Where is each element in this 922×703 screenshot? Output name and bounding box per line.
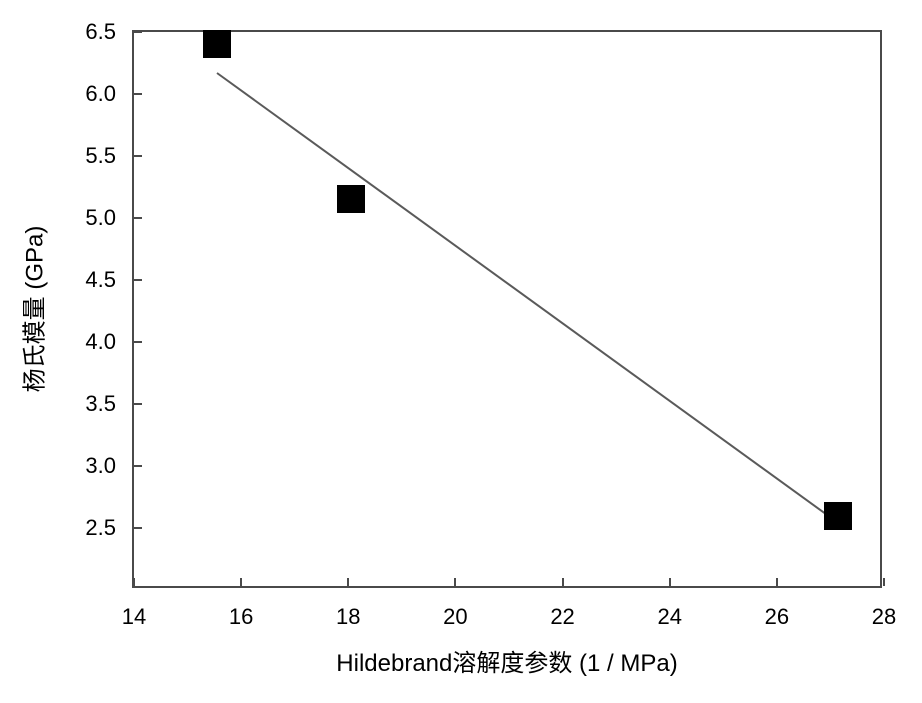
y-tick xyxy=(134,341,142,343)
x-tick xyxy=(562,578,564,586)
y-tick xyxy=(134,155,142,157)
x-tick-label: 14 xyxy=(122,604,146,630)
x-tick-label: 18 xyxy=(336,604,360,630)
data-point xyxy=(824,502,852,530)
y-tick xyxy=(134,403,142,405)
regression-line xyxy=(216,72,839,524)
y-tick-label: 5.0 xyxy=(85,205,116,231)
x-tick-label: 16 xyxy=(229,604,253,630)
x-tick xyxy=(776,578,778,586)
y-axis-label: 杨氏模量 (GPa) xyxy=(15,226,50,393)
y-tick-label: 6.5 xyxy=(85,19,116,45)
y-tick-label: 5.5 xyxy=(85,143,116,169)
y-tick xyxy=(134,527,142,529)
y-tick xyxy=(134,217,142,219)
x-axis-label: Hildebrand溶解度参数 (1 / MPa) xyxy=(336,643,677,678)
plot-area: 14161820222426282.53.03.54.04.55.05.56.0… xyxy=(132,30,882,588)
y-tick xyxy=(134,279,142,281)
y-tick-label: 6.0 xyxy=(85,81,116,107)
y-tick xyxy=(134,31,142,33)
data-point xyxy=(337,185,365,213)
x-tick xyxy=(883,578,885,586)
x-tick xyxy=(454,578,456,586)
data-point xyxy=(203,30,231,58)
y-tick-label: 4.0 xyxy=(85,329,116,355)
y-tick-label: 3.5 xyxy=(85,391,116,417)
y-tick-label: 3.0 xyxy=(85,453,116,479)
x-tick xyxy=(347,578,349,586)
chart-container: 14 16 18 20 22 24 26 28 2.5 3.0 3.5 4.0 4.5 5.0 5.5 6.0… xyxy=(0,0,922,703)
x-tick xyxy=(669,578,671,586)
x-tick xyxy=(133,578,135,586)
y-tick-label: 2.5 xyxy=(85,515,116,541)
x-tick-label: 24 xyxy=(657,604,681,630)
x-tick-label: 28 xyxy=(872,604,896,630)
x-tick-label: 26 xyxy=(765,604,789,630)
x-tick-label: 22 xyxy=(550,604,574,630)
y-tick xyxy=(134,93,142,95)
y-tick-label: 4.5 xyxy=(85,267,116,293)
x-tick-label: 20 xyxy=(443,604,467,630)
x-tick xyxy=(240,578,242,586)
y-tick xyxy=(134,465,142,467)
